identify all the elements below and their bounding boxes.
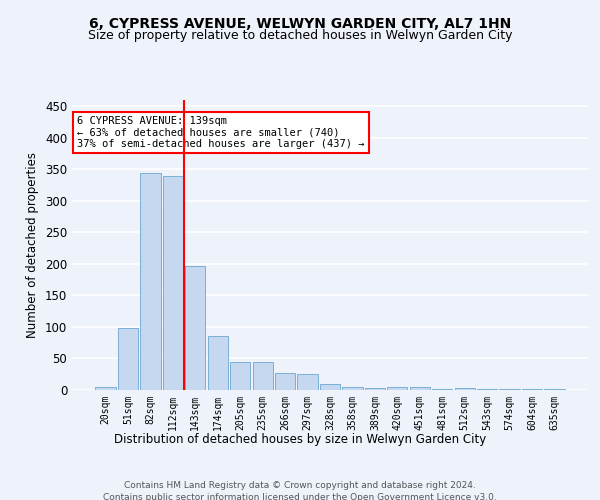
Bar bbox=[208, 336, 228, 390]
Text: Distribution of detached houses by size in Welwyn Garden City: Distribution of detached houses by size … bbox=[114, 432, 486, 446]
Bar bbox=[95, 387, 116, 390]
Bar bbox=[140, 172, 161, 390]
Bar bbox=[410, 387, 430, 390]
Bar bbox=[365, 388, 385, 390]
Text: 6 CYPRESS AVENUE: 139sqm
← 63% of detached houses are smaller (740)
37% of semi-: 6 CYPRESS AVENUE: 139sqm ← 63% of detach… bbox=[77, 116, 365, 149]
Bar bbox=[253, 362, 273, 390]
Y-axis label: Number of detached properties: Number of detached properties bbox=[26, 152, 40, 338]
Bar bbox=[298, 374, 317, 390]
Bar bbox=[320, 384, 340, 390]
Text: 6, CYPRESS AVENUE, WELWYN GARDEN CITY, AL7 1HN: 6, CYPRESS AVENUE, WELWYN GARDEN CITY, A… bbox=[89, 18, 511, 32]
Text: Size of property relative to detached houses in Welwyn Garden City: Size of property relative to detached ho… bbox=[88, 29, 512, 42]
Bar bbox=[163, 176, 183, 390]
Bar bbox=[455, 388, 475, 390]
Bar bbox=[544, 388, 565, 390]
Bar bbox=[343, 387, 362, 390]
Bar bbox=[275, 373, 295, 390]
Bar bbox=[387, 387, 407, 390]
Text: Contains HM Land Registry data © Crown copyright and database right 2024.
Contai: Contains HM Land Registry data © Crown c… bbox=[103, 481, 497, 500]
Bar bbox=[185, 266, 205, 390]
Bar bbox=[230, 362, 250, 390]
Bar bbox=[118, 328, 138, 390]
